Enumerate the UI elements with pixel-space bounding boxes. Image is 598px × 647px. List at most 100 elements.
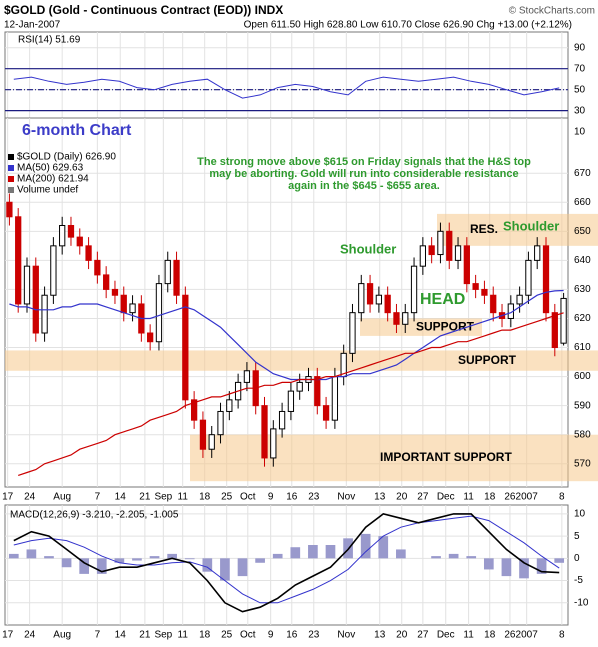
annotation: Shoulder [340, 241, 396, 256]
candle-body [410, 265, 418, 314]
legend-swatch [8, 154, 14, 160]
period-label: 6-month Chart [22, 122, 132, 139]
y-tick-label: -10 [574, 597, 589, 608]
candle-body [463, 245, 470, 285]
candle-body [384, 294, 391, 314]
y-tick-label: 610 [574, 342, 591, 353]
histogram-bar [8, 553, 19, 559]
histogram-bar [272, 553, 283, 559]
legend-swatch [8, 165, 14, 171]
histogram-bar [202, 558, 213, 572]
x-tick-label: 7 [95, 630, 101, 641]
x-tick-label: 9 [268, 492, 274, 503]
y-tick-label: 30 [574, 105, 586, 116]
x-tick-label: 24 [24, 492, 36, 503]
moving-average [9, 289, 564, 381]
candle-body [23, 265, 31, 305]
histogram-bar [360, 533, 371, 559]
candle-body [481, 288, 488, 296]
x-tick-label: 17 [2, 492, 14, 503]
panel [4, 504, 569, 626]
date: 12-Jan-2007 [4, 20, 61, 31]
y-tick-label: 5 [574, 531, 580, 542]
panel [4, 31, 569, 119]
x-tick-label: 2007 [516, 492, 539, 503]
y-tick-label: 50 [574, 84, 586, 95]
histogram-bar [44, 556, 54, 559]
x-tick-label: 27 [417, 630, 429, 641]
candle-body [270, 428, 277, 459]
histogram-bar [220, 558, 230, 581]
macd-label: MACD(12,26,9) -3.210, -2.205, -1.005 [10, 510, 179, 521]
candle-body [208, 434, 215, 450]
candle-body [375, 294, 383, 305]
histogram-bar [536, 558, 547, 574]
band-label: RES. [470, 222, 498, 236]
candle-body [472, 283, 479, 290]
candle-body [103, 274, 110, 290]
histogram-bar [396, 549, 406, 559]
y-tick-label: 580 [574, 429, 591, 440]
candle-body [182, 294, 189, 401]
band [5, 350, 598, 371]
candle-body [314, 376, 321, 407]
candle-body [287, 390, 295, 412]
candle-body [164, 259, 171, 285]
candle-body [226, 399, 233, 412]
panel [4, 117, 569, 488]
x-tick-label: 23 [308, 630, 320, 641]
histogram-bar [237, 558, 248, 577]
histogram-bar [290, 547, 301, 559]
candle-body [402, 312, 409, 325]
x-tick-label: 8 [559, 492, 565, 503]
candle-body [542, 245, 550, 314]
candle-body [67, 225, 75, 238]
x-tick-label: 13 [374, 492, 386, 503]
x-tick-label: Aug [53, 630, 71, 641]
histogram-bar [149, 556, 160, 559]
y-tick-label: 620 [574, 313, 591, 324]
candle-body [296, 381, 303, 392]
histogram-bar [96, 558, 107, 574]
comment: may be aborting. Gold will run into cons… [209, 168, 518, 180]
candle-body [173, 259, 180, 296]
candle-body [446, 230, 453, 261]
candle-body [111, 288, 119, 296]
candle-body [358, 283, 365, 314]
histogram-bar [431, 556, 441, 559]
x-tick-label: Nov [337, 492, 355, 503]
band-label: SUPPORT [458, 353, 517, 367]
band-label: IMPORTANT SUPPORT [380, 450, 512, 464]
y-tick-label: 0 [574, 553, 580, 564]
x-tick-label: Dec [437, 492, 455, 503]
candle-body [454, 245, 462, 261]
y-tick-label: 640 [574, 255, 591, 266]
credit: © StockCharts.com [509, 6, 595, 17]
candle-body [85, 245, 92, 261]
x-tick-label: 26 [504, 492, 516, 503]
chart-title: $GOLD (Gold - Continuous Contract (EOD))… [4, 3, 283, 17]
x-tick-label: Sep [154, 492, 172, 503]
x-tick-label: 26 [504, 630, 516, 641]
histogram-bar [483, 558, 494, 570]
x-tick-label: Dec [437, 630, 455, 641]
y-tick-label: 70 [574, 63, 586, 74]
legend-swatch [8, 187, 14, 193]
candle-body [261, 405, 268, 459]
candle-body [76, 236, 83, 247]
legend-label: $GOLD (Daily) 626.90 [17, 152, 116, 163]
band [190, 434, 598, 482]
candle-body [190, 399, 198, 421]
comment: The strong move above $615 on Friday sig… [197, 156, 531, 168]
x-tick-label: 18 [484, 630, 496, 641]
histogram-bar [255, 558, 265, 563]
histogram-bar [325, 545, 336, 559]
x-tick-label: 11 [178, 492, 189, 503]
candle-body [322, 405, 330, 421]
y-tick-label: 570 [574, 458, 591, 469]
candle-body [525, 259, 532, 296]
histogram-bar [378, 536, 389, 559]
candle-body [428, 245, 435, 256]
histogram-bar [114, 558, 125, 563]
